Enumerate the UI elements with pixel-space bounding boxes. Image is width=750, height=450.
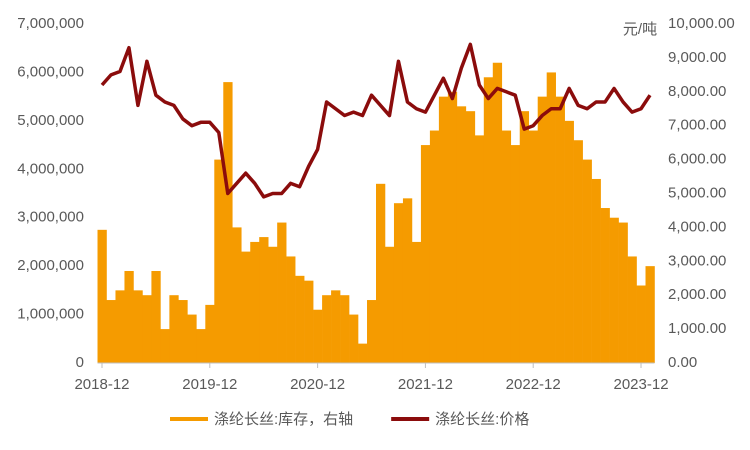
inventory-bar xyxy=(376,183,386,363)
inventory-bar xyxy=(196,329,206,363)
inventory-bar xyxy=(537,96,547,364)
y2-axis-title: 元/吨 xyxy=(623,21,657,38)
inventory-bar xyxy=(645,266,655,363)
inventory-bar xyxy=(232,227,242,363)
y-tick-label: 4,000,000 xyxy=(17,160,84,177)
y-tick-label: 0 xyxy=(76,354,84,371)
y2-tick-label: 5,000.00 xyxy=(668,184,726,201)
inventory-bar xyxy=(340,295,350,363)
inventory-bar xyxy=(367,300,377,363)
inventory-bar xyxy=(528,130,539,363)
legend-label: 涤纶长丝:库存，右轴 xyxy=(214,411,353,428)
inventory-bar xyxy=(304,280,314,363)
inventory-bar xyxy=(393,203,404,363)
y2-tick-label: 9,000.00 xyxy=(668,49,726,66)
inventory-bar xyxy=(600,208,610,363)
inventory-bar xyxy=(402,198,413,363)
y-tick-label: 2,000,000 xyxy=(17,257,84,274)
inventory-bar xyxy=(133,290,143,363)
inventory-bar xyxy=(277,222,287,363)
inventory-bar xyxy=(250,241,260,363)
inventory-bar xyxy=(483,77,494,364)
inventory-bar xyxy=(510,145,521,363)
inventory-bar xyxy=(546,72,556,363)
inventory-bar xyxy=(214,159,224,363)
inventory-bar xyxy=(349,314,359,363)
inventory-bar xyxy=(124,270,134,363)
legend-label: 涤纶长丝:价格 xyxy=(435,411,529,428)
y2-tick-label: 3,000.00 xyxy=(668,252,726,269)
inventory-bar xyxy=(97,229,107,363)
inventory-bar xyxy=(411,241,422,363)
inventory-bar xyxy=(331,290,341,363)
x-tick-label: 2019-12 xyxy=(182,376,237,393)
inventory-bar xyxy=(295,275,305,363)
x-tick-label: 2018-12 xyxy=(74,376,129,393)
inventory-bar xyxy=(106,300,116,363)
price-line xyxy=(100,42,652,199)
y-tick-label: 5,000,000 xyxy=(17,112,84,129)
inventory-bar xyxy=(492,62,503,363)
inventory-bar xyxy=(465,111,476,364)
inventory-bar xyxy=(187,314,197,363)
inventory-bar xyxy=(573,140,583,363)
inventory-bar xyxy=(591,178,601,363)
y2-tick-label: 10,000.00 xyxy=(668,15,735,32)
inventory-bar xyxy=(313,309,323,363)
inventory-bar xyxy=(142,295,152,363)
inventory-bar xyxy=(501,130,512,363)
y2-tick-label: 0.00 xyxy=(668,354,697,371)
y2-tick-label: 1,000.00 xyxy=(668,320,726,337)
inventory-bar xyxy=(241,251,251,363)
inventory-bar xyxy=(456,106,467,363)
inventory-bar xyxy=(564,120,574,363)
y2-tick-label: 4,000.00 xyxy=(668,218,726,235)
inventory-bar xyxy=(223,82,233,363)
y-tick-label: 1,000,000 xyxy=(17,306,84,323)
inventory-bar xyxy=(151,270,161,363)
inventory-bar xyxy=(555,96,565,364)
y-tick-label: 6,000,000 xyxy=(17,63,84,80)
inventory-bar xyxy=(384,246,395,363)
inventory-bar xyxy=(178,300,188,363)
inventory-bar xyxy=(420,145,431,363)
inventory-bar xyxy=(205,304,215,363)
inventory-bar xyxy=(358,343,368,363)
inventory-bar xyxy=(160,329,170,363)
inventory-bar xyxy=(169,295,179,363)
inventory-bar xyxy=(618,222,628,363)
y2-tick-label: 8,000.00 xyxy=(668,83,726,100)
x-tick-label: 2021-12 xyxy=(398,376,453,393)
x-tick-label: 2022-12 xyxy=(506,376,561,393)
inventory-bar xyxy=(268,246,278,363)
inventory-bar xyxy=(115,290,125,363)
inventory-bar xyxy=(519,111,530,364)
inventory-bar xyxy=(474,135,485,363)
y2-tick-label: 2,000.00 xyxy=(668,286,726,303)
inventory-bar xyxy=(447,91,458,364)
y2-tick-label: 7,000.00 xyxy=(668,117,726,134)
inventory-bar xyxy=(582,159,592,363)
y-tick-label: 7,000,000 xyxy=(17,15,84,32)
inventory-bar xyxy=(286,256,296,363)
inventory-bar xyxy=(636,285,646,363)
y2-tick-label: 6,000.00 xyxy=(668,151,726,168)
inventory-bar xyxy=(438,96,449,364)
inventory-bar xyxy=(627,256,637,363)
x-tick-label: 2023-12 xyxy=(613,376,668,393)
inventory-bar xyxy=(609,217,619,363)
y-tick-label: 3,000,000 xyxy=(17,209,84,226)
x-tick-label: 2020-12 xyxy=(290,376,345,393)
inventory-bar xyxy=(259,237,269,363)
inventory-bar xyxy=(322,295,332,363)
inventory-bar xyxy=(429,130,440,363)
